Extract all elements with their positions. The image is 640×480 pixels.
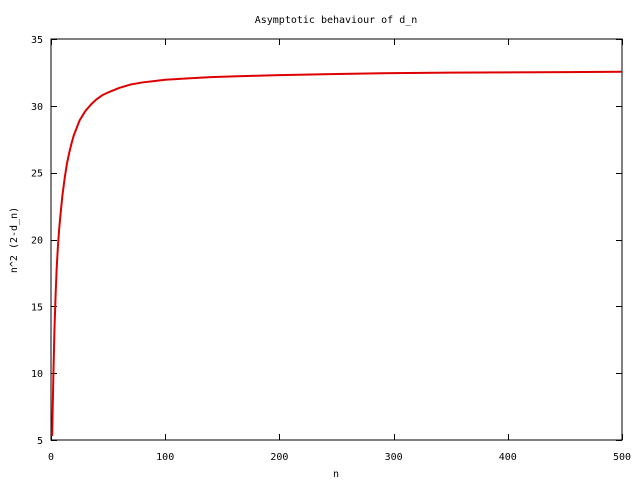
plot-area: 0 100 200 300 400 500 5 10 15 20 25 30 35 — [31, 35, 631, 463]
y-tick-label: 25 — [31, 169, 43, 180]
y-tick-label: 5 — [37, 436, 43, 447]
x-tick-label: 300 — [385, 452, 403, 463]
y-tick-label: 30 — [31, 102, 43, 113]
x-axis: 0 100 200 300 400 500 — [48, 39, 631, 463]
chart-title: Asymptotic behaviour of d_n — [255, 15, 418, 26]
axes-frame — [50, 38, 623, 441]
y-axis-label: n^2 (2-d_n) — [9, 207, 20, 273]
x-tick-label: 0 — [48, 452, 54, 463]
x-tick-label: 100 — [156, 452, 174, 463]
series-line — [51, 70, 623, 437]
x-tick-label: 200 — [270, 452, 288, 463]
x-tick-label: 400 — [499, 452, 517, 463]
x-axis-label: n — [333, 469, 339, 480]
y-tick-label: 35 — [31, 35, 43, 46]
y-tick-label: 10 — [31, 369, 43, 380]
y-tick-label: 15 — [31, 302, 43, 313]
y-axis: 5 10 15 20 25 30 35 — [31, 35, 622, 447]
x-tick-label: 500 — [613, 452, 631, 463]
y-tick-label: 20 — [31, 236, 43, 247]
